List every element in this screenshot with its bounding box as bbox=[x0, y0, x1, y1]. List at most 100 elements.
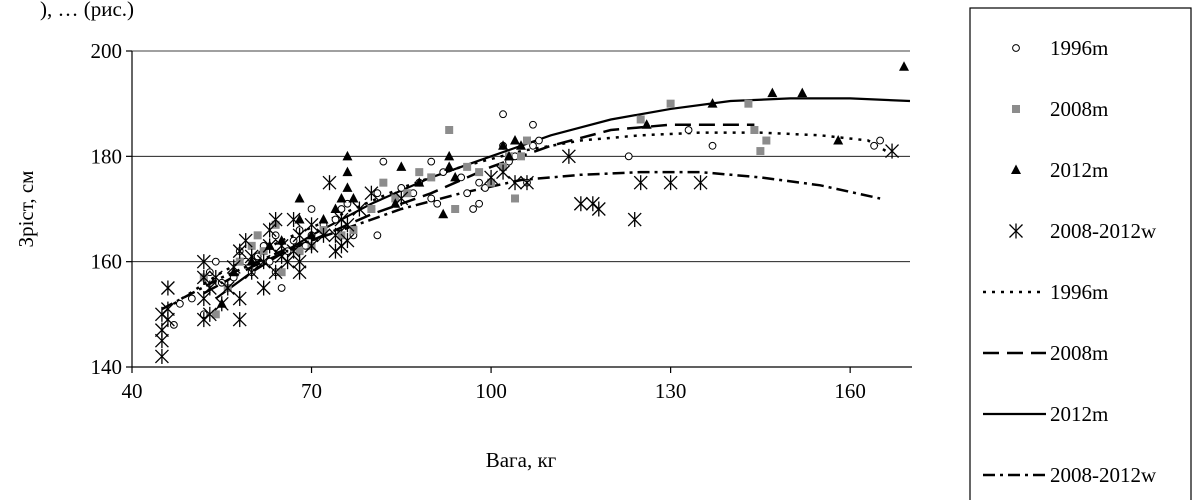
point-2008-2012w bbox=[160, 280, 175, 296]
point-1996m bbox=[307, 205, 316, 213]
point-2008m bbox=[522, 136, 531, 145]
point-2012m bbox=[444, 150, 455, 161]
point-2008m bbox=[211, 310, 220, 319]
legend-label-trend-2012m: 2012m bbox=[1050, 402, 1108, 426]
point-2008-2012w bbox=[268, 264, 283, 280]
y-axis-title: Зріст, см bbox=[14, 171, 38, 248]
point-2012m bbox=[767, 87, 778, 98]
point-2012m bbox=[504, 150, 515, 161]
point-2012m bbox=[797, 87, 808, 98]
point-1996m bbox=[277, 284, 286, 292]
point-2008m bbox=[379, 178, 388, 187]
point-2012m bbox=[438, 208, 449, 219]
point-2012m bbox=[641, 119, 652, 129]
point-1996m bbox=[265, 257, 274, 266]
point-2008m bbox=[636, 115, 645, 124]
point-2012m bbox=[318, 214, 329, 224]
point-2008m bbox=[295, 247, 304, 256]
point-2012m bbox=[450, 171, 461, 182]
point-1996m bbox=[529, 141, 537, 150]
point-2008m bbox=[253, 231, 262, 240]
point-2008-2012w bbox=[322, 175, 337, 191]
legend-label-trend-1996m: 1996m bbox=[1050, 280, 1108, 304]
point-1996m bbox=[331, 215, 340, 224]
plot-area bbox=[132, 51, 910, 367]
point-1996m bbox=[427, 157, 436, 166]
point-2008-2012w bbox=[208, 269, 223, 285]
legend-label-2008-2012w: 2008-2012w bbox=[1050, 219, 1157, 243]
trendline-1996m bbox=[173, 131, 887, 305]
legend-marker-1996m bbox=[1012, 44, 1020, 52]
y-tick-label: 180 bbox=[91, 144, 123, 168]
point-2012m bbox=[414, 177, 425, 187]
point-1996m bbox=[463, 189, 472, 198]
point-2008-2012w bbox=[885, 143, 900, 159]
point-2008m bbox=[666, 99, 675, 108]
x-tick-label: 160 bbox=[834, 379, 866, 403]
point-2012m bbox=[498, 140, 509, 150]
point-2008-2012w bbox=[520, 175, 534, 191]
point-2008-2012w bbox=[633, 175, 648, 191]
point-2012m bbox=[342, 150, 353, 161]
point-2008m bbox=[744, 99, 753, 108]
point-2008m bbox=[463, 162, 472, 171]
point-2012m bbox=[833, 135, 844, 145]
point-1996m bbox=[211, 257, 220, 266]
point-2008-2012w bbox=[394, 190, 409, 206]
point-1996m bbox=[870, 141, 878, 150]
point-2008-2012w bbox=[286, 212, 301, 228]
point-2008m bbox=[750, 126, 759, 134]
point-2012m bbox=[510, 135, 521, 145]
point-2012m bbox=[294, 192, 305, 203]
point-2012m bbox=[348, 192, 359, 203]
point-1996m bbox=[535, 136, 543, 145]
x-tick-label: 130 bbox=[655, 379, 687, 403]
point-2008-2012w bbox=[663, 175, 678, 191]
point-2012m bbox=[330, 203, 341, 213]
point-2008-2012w bbox=[160, 301, 175, 317]
point-2008m bbox=[762, 136, 771, 145]
legend-label-2008m: 2008m bbox=[1050, 97, 1108, 121]
point-1996m bbox=[624, 152, 633, 161]
point-2008-2012w bbox=[496, 164, 511, 180]
point-2012m bbox=[294, 214, 305, 224]
point-2012m bbox=[342, 166, 353, 177]
point-2008-2012w bbox=[196, 254, 211, 270]
point-2008-2012w bbox=[220, 280, 235, 296]
point-2008-2012w bbox=[244, 248, 259, 264]
point-1996m bbox=[876, 136, 884, 145]
y-tick-label: 140 bbox=[91, 355, 123, 379]
legend-label-1996m: 1996m bbox=[1050, 36, 1108, 60]
point-2008-2012w bbox=[256, 280, 271, 296]
caption-fragment: ), … (рис.) bbox=[40, 0, 134, 21]
point-2012m bbox=[899, 61, 910, 71]
point-2008m bbox=[445, 126, 454, 134]
point-1996m bbox=[433, 199, 442, 208]
point-1996m bbox=[529, 120, 537, 129]
point-2008-2012w bbox=[693, 175, 708, 191]
point-2008m bbox=[517, 152, 525, 161]
data-points bbox=[154, 61, 910, 364]
point-1996m bbox=[475, 199, 484, 208]
x-tick-label: 40 bbox=[122, 379, 143, 403]
y-tick-label: 200 bbox=[91, 39, 123, 63]
point-2008m bbox=[511, 194, 520, 203]
point-1996m bbox=[373, 231, 382, 240]
point-2008m bbox=[367, 205, 376, 213]
point-2012m bbox=[336, 192, 347, 203]
point-2012m bbox=[516, 140, 526, 150]
point-2008-2012w bbox=[238, 233, 253, 249]
point-2008-2012w bbox=[262, 238, 277, 254]
point-2008-2012w bbox=[340, 217, 355, 233]
point-1996m bbox=[708, 141, 717, 150]
point-2008-2012w bbox=[352, 201, 367, 217]
point-1996m bbox=[373, 189, 382, 198]
point-2008-2012w bbox=[292, 227, 307, 243]
point-2008-2012w bbox=[316, 227, 331, 243]
point-2012m bbox=[396, 161, 407, 171]
point-2008-2012w bbox=[232, 291, 247, 307]
point-1996m bbox=[475, 178, 484, 187]
point-1996m bbox=[684, 126, 693, 134]
point-2008m bbox=[277, 268, 286, 277]
